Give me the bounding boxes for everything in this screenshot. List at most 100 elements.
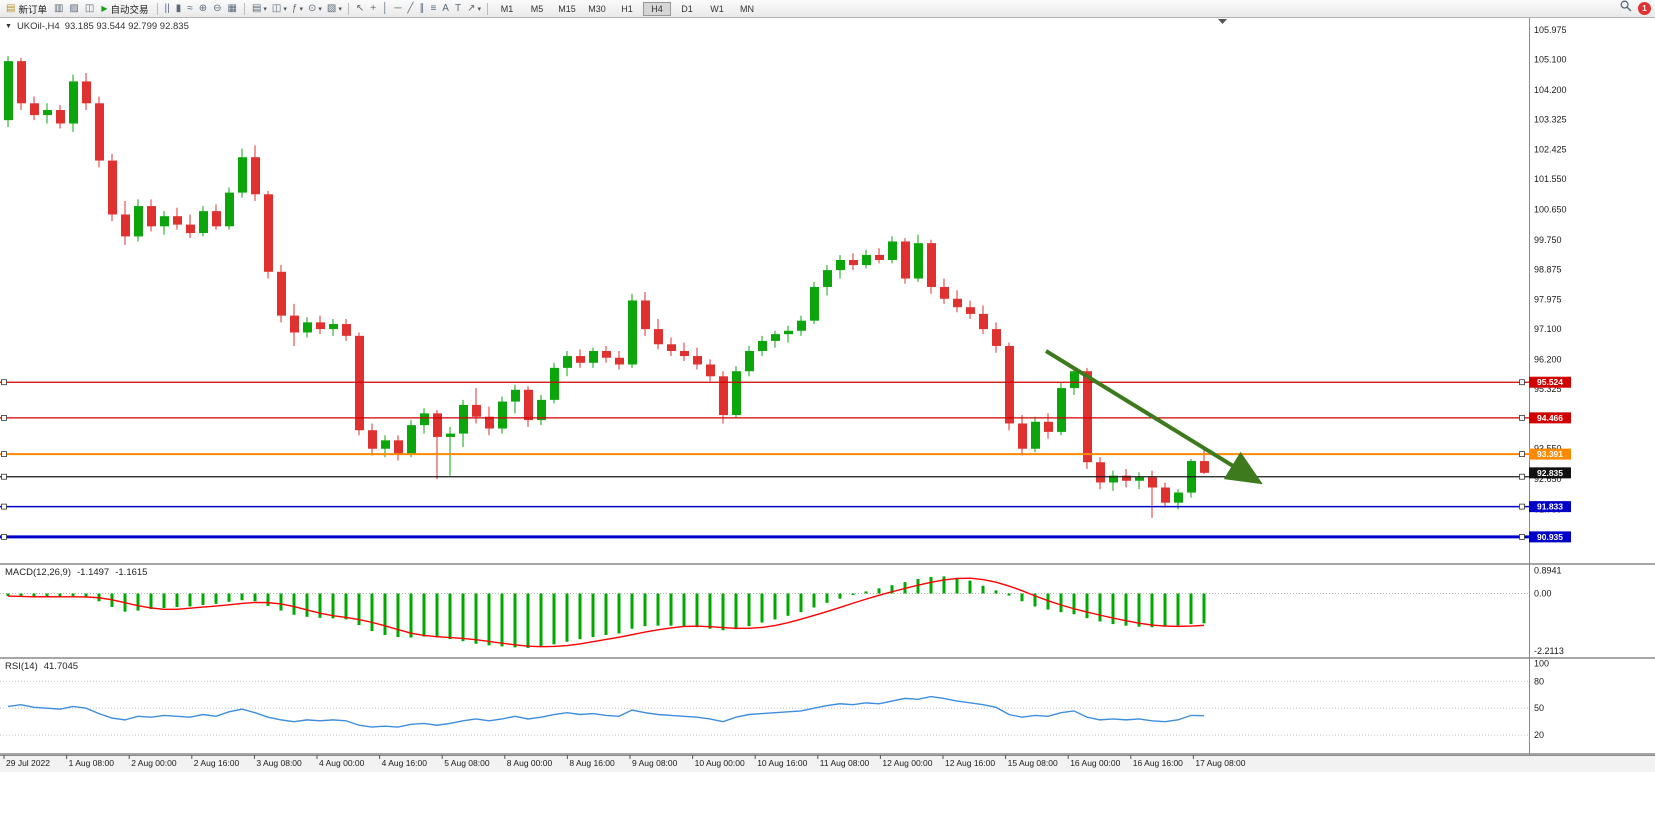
- price-axis-label: 101.550: [1534, 174, 1567, 184]
- new-order-button[interactable]: ▤ 新订单: [2, 1, 51, 17]
- candle-body: [290, 315, 299, 333]
- panel-splitter-main-macd[interactable]: [0, 563, 1655, 565]
- hline-handle[interactable]: [1519, 414, 1525, 421]
- time-axis-label: 15 Aug 08:00: [1008, 758, 1058, 768]
- panel-splitter-rsi-time[interactable]: [0, 753, 1655, 755]
- timeframe-mn-button[interactable]: MN: [739, 3, 754, 14]
- period-clock-dropdown-icon[interactable]: ▾: [318, 5, 322, 13]
- hline-handle[interactable]: [1519, 473, 1525, 480]
- template-dropdown-icon[interactable]: ▾: [338, 5, 342, 13]
- candle-body: [433, 413, 442, 437]
- panel-splitter-macd-rsi[interactable]: [0, 657, 1655, 659]
- toolbar-separator: [243, 2, 245, 15]
- zoom-in-icon[interactable]: ⊕: [198, 2, 208, 14]
- vertical-line-icon[interactable]: │: [382, 2, 389, 14]
- hline-handle[interactable]: [1, 379, 7, 386]
- chart-menu-icon[interactable]: ▼: [5, 23, 12, 30]
- trendline-icon[interactable]: ╱: [407, 2, 414, 14]
- text-icon[interactable]: A: [442, 2, 449, 14]
- period-clock-icon[interactable]: ⊙: [307, 2, 317, 14]
- label-icon[interactable]: T: [454, 2, 462, 14]
- rsi-axis-label: 20: [1534, 730, 1544, 740]
- timeframe-m5-button[interactable]: M5: [530, 3, 544, 14]
- candle-body: [1070, 371, 1079, 389]
- candlestick-chart-icon[interactable]: ▮: [175, 2, 182, 14]
- hline-handle[interactable]: [1, 451, 7, 458]
- toolbar-right: 1: [1620, 0, 1655, 18]
- price-axis-label: 100.650: [1534, 204, 1567, 214]
- candle-body: [524, 389, 533, 421]
- zoom-out-icon[interactable]: ⊖: [213, 2, 222, 14]
- price-badge: [1529, 467, 1571, 479]
- crosshair-icon[interactable]: +: [370, 2, 377, 14]
- timeframe-d1-button[interactable]: D1: [681, 3, 693, 14]
- macd-indicator-label: MACD(12,26,9) -1.1497 -1.1615: [5, 567, 147, 578]
- new-chart-dropdown-icon[interactable]: ▾: [263, 5, 267, 13]
- candle-body: [745, 351, 754, 372]
- price-axis-label: 97.975: [1534, 295, 1562, 305]
- candle-body: [1005, 345, 1014, 424]
- timeframe-w1-button[interactable]: W1: [710, 3, 724, 14]
- hline-handle[interactable]: [1519, 533, 1525, 540]
- macd-axis-label: -2.2113: [1534, 646, 1564, 656]
- data-window-icon[interactable]: ▨: [69, 2, 79, 14]
- price-badge-label: 95.524: [1537, 377, 1563, 387]
- candle-body: [173, 216, 182, 225]
- timeframe-h1-button[interactable]: H1: [621, 3, 633, 14]
- macd-signal-line: [7, 577, 1205, 648]
- fibonacci-icon[interactable]: ≡: [430, 2, 437, 14]
- bar-chart-icon[interactable]: ||: [164, 2, 170, 14]
- autotrading-label: 自动交易: [110, 4, 149, 16]
- time-axis-label: 16 Aug 00:00: [1070, 758, 1120, 768]
- autotrading-play-icon: ▶: [101, 3, 108, 13]
- tile-windows-icon[interactable]: ▦: [227, 2, 237, 14]
- arrows-dropdown-icon[interactable]: ▾: [477, 5, 481, 13]
- profiles-dropdown-icon[interactable]: ▾: [283, 5, 287, 13]
- time-axis-strip[interactable]: [0, 755, 1655, 772]
- indicators-dropdown-icon[interactable]: ▾: [299, 5, 303, 13]
- candle-body: [394, 440, 403, 454]
- candle-body: [849, 260, 858, 266]
- price-axis-label: 92.650: [1534, 474, 1562, 484]
- search-icon[interactable]: [1620, 0, 1632, 18]
- price-axis-label: 96.200: [1534, 354, 1562, 364]
- notification-badge[interactable]: 1: [1638, 2, 1651, 15]
- candle-body: [1174, 492, 1183, 503]
- navigator-icon[interactable]: ◫: [84, 2, 95, 14]
- timeframe-m1-button[interactable]: M1: [500, 3, 514, 14]
- chart-title: ▼ UKOil-,H4 93.185 93.544 92.799 92.835: [5, 21, 189, 32]
- trend-arrow[interactable]: [1044, 349, 1263, 485]
- profiles-icon[interactable]: ◫: [271, 2, 282, 14]
- hline-handle[interactable]: [1519, 379, 1525, 386]
- hline-handle[interactable]: [1, 473, 7, 480]
- hline-handle[interactable]: [1, 533, 7, 540]
- candle-body: [459, 404, 468, 434]
- arrows-icon[interactable]: ↗: [467, 2, 476, 14]
- equidistant-channel-icon[interactable]: ∥: [419, 2, 425, 14]
- timeframe-m30-button[interactable]: M30: [588, 3, 606, 14]
- time-axis-label: 8 Aug 16:00: [569, 758, 615, 768]
- candle-body: [1200, 461, 1209, 473]
- toolbar-separator: [347, 2, 349, 15]
- hline-handle[interactable]: [1, 414, 7, 421]
- timeframe-m15-button[interactable]: M15: [558, 3, 576, 14]
- price-axis-label: 104.200: [1534, 85, 1567, 95]
- candle-body: [927, 243, 936, 287]
- time-axis-label: 10 Aug 00:00: [695, 758, 745, 768]
- candle-body: [225, 192, 234, 227]
- indicators-icon[interactable]: ƒ: [291, 2, 298, 14]
- timeframe-h4-button[interactable]: H4: [642, 1, 671, 16]
- cursor-icon[interactable]: ↖: [355, 2, 365, 14]
- hline-handle[interactable]: [1519, 451, 1525, 458]
- line-chart-icon[interactable]: ≈: [187, 2, 193, 14]
- price-axis-label: 103.325: [1534, 114, 1567, 124]
- new-chart-icon[interactable]: ▤: [251, 2, 262, 14]
- template-icon[interactable]: ▧: [326, 2, 337, 14]
- charts-window-icon[interactable]: ▥: [53, 2, 64, 14]
- horizontal-line-icon[interactable]: ─: [394, 2, 402, 14]
- autotrading-button[interactable]: ▶ 自动交易: [97, 1, 152, 17]
- hline-handle[interactable]: [1519, 503, 1525, 510]
- chart-plot-area[interactable]: [0, 17, 1529, 563]
- hline-handle[interactable]: [1, 503, 7, 510]
